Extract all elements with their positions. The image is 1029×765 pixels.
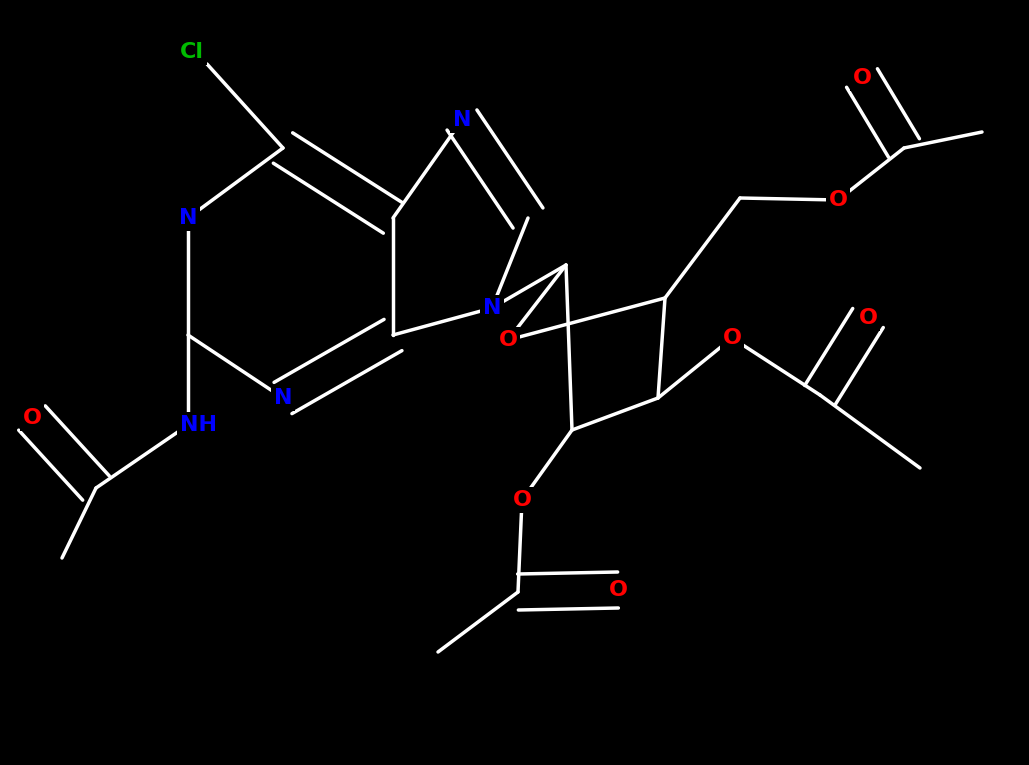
Text: O: O <box>828 190 848 210</box>
Text: N: N <box>179 208 198 228</box>
Text: N: N <box>274 388 292 408</box>
Text: O: O <box>722 328 742 348</box>
Text: O: O <box>512 490 532 510</box>
Text: O: O <box>858 308 878 328</box>
Text: N: N <box>453 110 471 130</box>
Text: NH: NH <box>179 415 216 435</box>
Text: O: O <box>498 330 518 350</box>
Text: O: O <box>23 408 41 428</box>
Text: Cl: Cl <box>180 42 204 62</box>
Text: O: O <box>608 580 628 600</box>
Text: N: N <box>483 298 501 318</box>
Text: O: O <box>852 68 872 88</box>
